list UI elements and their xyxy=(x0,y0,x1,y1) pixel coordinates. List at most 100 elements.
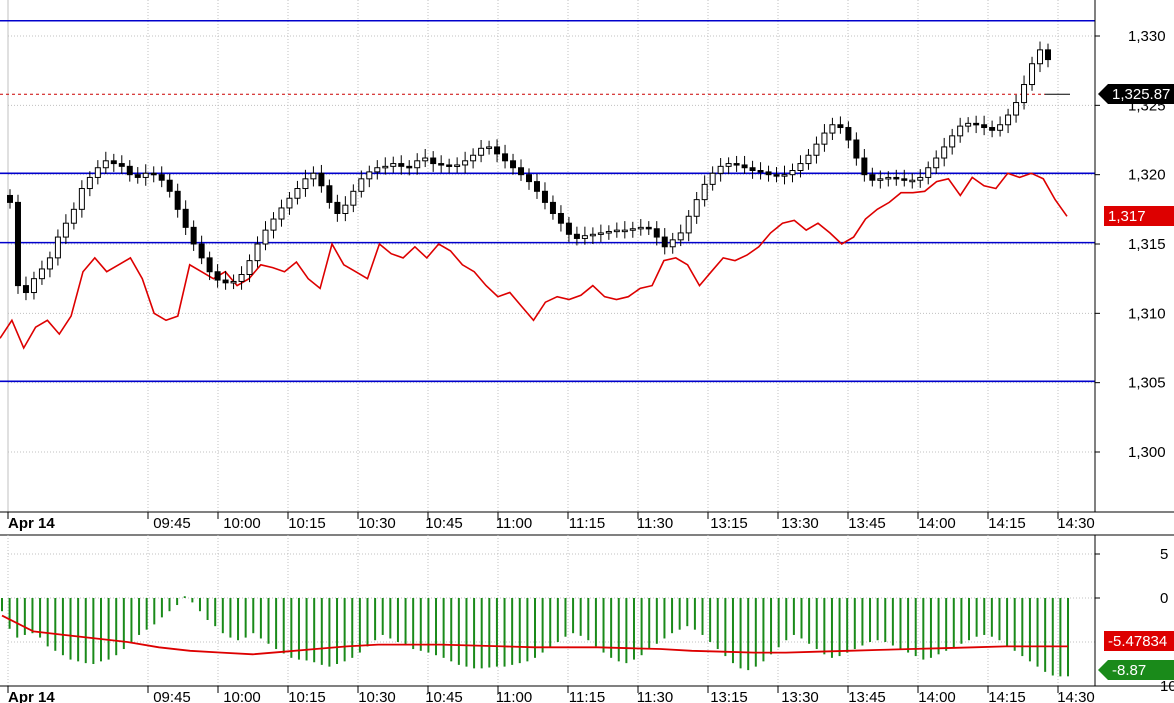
histogram-tick-label: 0 xyxy=(1160,590,1168,607)
candle-body xyxy=(757,170,764,173)
signal-line-path xyxy=(1,614,1068,656)
price-tick-label: 1,305 xyxy=(1128,375,1166,392)
candle-body xyxy=(262,229,269,245)
time-label: 13:45 xyxy=(848,689,886,703)
candle-body xyxy=(462,160,469,166)
candle-body xyxy=(797,163,804,172)
candle-body xyxy=(741,164,748,169)
time-label: 13:15 xyxy=(710,689,748,703)
candle-body xyxy=(14,201,21,287)
time-axis: Apr 14 09:45 10:00 10:15 10:30 10:45 11:00 11:1… xyxy=(0,511,1174,532)
candle-body xyxy=(246,260,253,276)
candle-body xyxy=(102,160,109,169)
candle-body xyxy=(885,176,892,180)
candle-body xyxy=(30,278,37,294)
candle-body xyxy=(510,160,517,169)
time-label: 10:15 xyxy=(288,689,326,703)
histogram-grid xyxy=(0,534,1174,686)
price-tick-label: 1,300 xyxy=(1128,444,1166,461)
candle-body xyxy=(134,174,141,178)
candle-body xyxy=(278,207,285,220)
candle-body xyxy=(254,243,261,262)
price-tick-label: 1,310 xyxy=(1128,305,1166,322)
candle-body xyxy=(717,165,724,174)
candle-body xyxy=(661,236,668,248)
time-label: 14:30 xyxy=(1057,515,1095,532)
candle-body xyxy=(302,178,309,190)
candle-body xyxy=(853,139,860,159)
histogram-tag-label: -8.87 xyxy=(1112,662,1146,679)
candle-body xyxy=(110,160,117,165)
candle-body xyxy=(22,285,29,294)
candle-body xyxy=(685,215,692,234)
candle-body xyxy=(1029,63,1036,86)
candle-body xyxy=(597,232,604,235)
candle-body xyxy=(909,179,916,183)
price-tick-label: 1,330 xyxy=(1128,28,1166,45)
time-label: 11:15 xyxy=(569,515,605,532)
time-label: 10:00 xyxy=(223,689,261,703)
histogram-time-axis: Apr 14 09:45 10:00 10:15 10:30 10:45 11:00 11:1… xyxy=(0,685,1174,703)
candle-body xyxy=(494,146,501,155)
histogram-tick-label: 5 xyxy=(1160,546,1168,563)
candle-body xyxy=(158,174,165,181)
candle-body xyxy=(709,172,716,185)
candle-body xyxy=(917,176,924,181)
candle-body xyxy=(118,163,125,167)
candle-body xyxy=(286,197,293,209)
indicator-tag-box xyxy=(1104,206,1174,226)
time-label: 10:00 xyxy=(223,515,261,532)
time-label: 10:30 xyxy=(358,689,396,703)
candle-body xyxy=(605,231,612,234)
candle-body xyxy=(366,171,373,180)
candle-body xyxy=(701,183,708,201)
candle-body xyxy=(230,280,237,284)
candle-body xyxy=(669,239,676,248)
candle-body xyxy=(589,233,596,237)
candle-body xyxy=(46,257,53,270)
candle-body xyxy=(406,165,413,169)
signal-tag-box xyxy=(1104,631,1174,651)
candle-body xyxy=(677,232,684,241)
histogram-bars xyxy=(1,596,1069,677)
candle-body xyxy=(573,233,580,239)
candle-body xyxy=(973,122,980,126)
candle-body xyxy=(893,176,900,180)
candle-body xyxy=(166,179,173,192)
candle-body xyxy=(621,229,628,233)
candle-body xyxy=(486,146,493,149)
candle-body xyxy=(789,170,796,176)
candle-body xyxy=(382,165,389,169)
indicator-line-series xyxy=(0,172,1068,350)
candle-body xyxy=(342,204,349,214)
candle-body xyxy=(613,229,620,233)
last-price-tag-box xyxy=(1098,84,1174,104)
candle-body xyxy=(238,274,245,282)
signal-tag-label: -5.47834 xyxy=(1108,633,1167,650)
candle-body xyxy=(374,167,381,173)
time-label: 11:15 xyxy=(569,689,605,703)
candle-body xyxy=(94,167,101,178)
price-tick-label: 1,320 xyxy=(1128,167,1166,184)
time-label: 13:15 xyxy=(710,515,748,532)
time-label: 13:30 xyxy=(781,689,819,703)
candle-body xyxy=(326,185,333,203)
price-grid xyxy=(7,0,1095,512)
time-label: 13:45 xyxy=(848,515,886,532)
time-label: 11:30 xyxy=(637,689,673,703)
indicator-tag-label: 1,317 xyxy=(1108,208,1146,225)
candle-body xyxy=(518,167,525,176)
candle-body xyxy=(957,125,964,137)
candle-body xyxy=(7,194,13,203)
candlestick-series xyxy=(7,41,1051,301)
candle-body xyxy=(941,146,948,159)
candle-body xyxy=(1005,114,1012,126)
candle-body xyxy=(805,154,812,165)
candle-body xyxy=(533,181,540,192)
candle-body xyxy=(637,226,644,230)
candle-body xyxy=(821,132,828,145)
level-lines xyxy=(0,19,1095,383)
value-tags: 1,325.87 1,317 -5.47834 -8.87 xyxy=(1098,84,1174,680)
time-label: 10:45 xyxy=(425,515,463,532)
